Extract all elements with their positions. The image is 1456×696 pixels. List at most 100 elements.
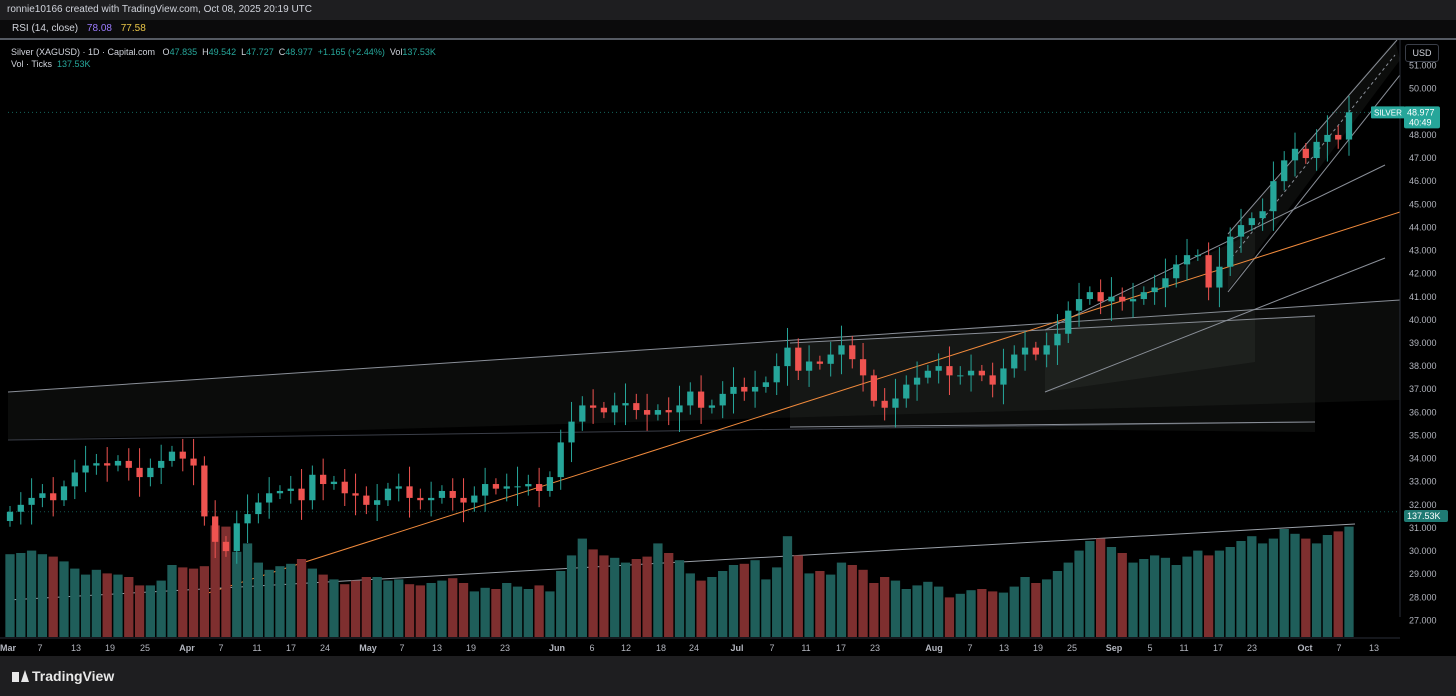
candle-body[interactable]: [611, 405, 618, 413]
candle-body[interactable]: [1227, 236, 1234, 267]
candle-body[interactable]: [967, 370, 975, 376]
candle-body[interactable]: [870, 375, 878, 401]
candle-body[interactable]: [859, 359, 867, 376]
candle-body[interactable]: [1302, 148, 1309, 159]
candle-body[interactable]: [449, 490, 456, 498]
candle-body[interactable]: [428, 497, 435, 501]
candle-body[interactable]: [957, 375, 964, 377]
candle-body[interactable]: [341, 481, 348, 494]
candle-body[interactable]: [751, 386, 759, 392]
candle-body[interactable]: [1259, 211, 1266, 219]
candle-body[interactable]: [82, 465, 89, 473]
candle-body[interactable]: [654, 410, 662, 415]
candle-body[interactable]: [665, 410, 672, 413]
candle-body[interactable]: [1291, 148, 1299, 161]
candle-body[interactable]: [978, 370, 985, 376]
candle-body[interactable]: [535, 484, 543, 491]
candle-body[interactable]: [741, 386, 748, 392]
candle-body[interactable]: [1021, 347, 1029, 355]
candle-body[interactable]: [330, 481, 338, 485]
price-chart[interactable]: 27.000 28.000 29.000 30.000 31.000 32.000 33.0…: [0, 40, 1456, 656]
candle-body[interactable]: [1097, 292, 1104, 302]
candle-body[interactable]: [481, 484, 489, 496]
candle-body[interactable]: [546, 477, 554, 491]
candle-body[interactable]: [1043, 345, 1050, 355]
candle-body[interactable]: [633, 403, 640, 411]
candle-body[interactable]: [784, 347, 791, 367]
candle-body[interactable]: [222, 541, 230, 552]
candle-body[interactable]: [1129, 299, 1137, 302]
candle-body[interactable]: [697, 391, 705, 408]
candle-body[interactable]: [190, 458, 197, 466]
candle-body[interactable]: [104, 463, 111, 466]
candle-body[interactable]: [1248, 218, 1255, 226]
candle-body[interactable]: [158, 460, 165, 468]
candle-body[interactable]: [233, 523, 240, 552]
candle-body[interactable]: [1237, 225, 1245, 237]
candle-body[interactable]: [1032, 347, 1039, 355]
candle-body[interactable]: [795, 347, 802, 371]
candle-body[interactable]: [1270, 181, 1277, 212]
candle-body[interactable]: [600, 407, 608, 413]
candle-body[interactable]: [579, 405, 586, 422]
candle-body[interactable]: [838, 345, 845, 355]
candle-body[interactable]: [39, 493, 46, 498]
candle-body[interactable]: [643, 410, 651, 415]
candle-body[interactable]: [514, 486, 521, 488]
candle-body[interactable]: [773, 366, 780, 383]
candle-body[interactable]: [676, 405, 683, 413]
candle-body[interactable]: [622, 403, 629, 406]
candle-body[interactable]: [125, 460, 132, 468]
candle-body[interactable]: [201, 465, 208, 517]
candle-body[interactable]: [1151, 287, 1158, 293]
candle-body[interactable]: [298, 488, 305, 501]
candle-body[interactable]: [1205, 255, 1212, 288]
candle-body[interactable]: [60, 486, 68, 501]
candle-body[interactable]: [136, 467, 143, 478]
candle-body[interactable]: [438, 490, 446, 498]
candle-body[interactable]: [276, 490, 284, 494]
pane-separator[interactable]: [0, 38, 1456, 40]
candle-body[interactable]: [168, 451, 176, 461]
candle-body[interactable]: [849, 345, 856, 360]
candle-body[interactable]: [816, 361, 824, 364]
candle-body[interactable]: [1313, 141, 1320, 159]
candle-body[interactable]: [1345, 112, 1353, 140]
candle-body[interactable]: [1216, 266, 1223, 288]
candle-body[interactable]: [17, 504, 24, 512]
candle-body[interactable]: [1173, 264, 1180, 279]
candle-body[interactable]: [1324, 134, 1331, 142]
candle-body[interactable]: [1281, 160, 1288, 182]
rsi-pane-header[interactable]: RSI (14, close) 78.08 77.58: [0, 20, 1456, 39]
candle-body[interactable]: [1065, 310, 1072, 334]
candle-body[interactable]: [989, 375, 996, 385]
candle-body[interactable]: [1194, 255, 1201, 257]
candle-body[interactable]: [114, 460, 122, 466]
candle-body[interactable]: [719, 393, 726, 406]
candle-body[interactable]: [1108, 296, 1115, 302]
candle-body[interactable]: [352, 493, 359, 496]
candle-body[interactable]: [1054, 333, 1061, 346]
candle-body[interactable]: [244, 514, 251, 524]
candle-body[interactable]: [503, 486, 510, 489]
candle-body[interactable]: [1011, 354, 1018, 369]
candle-body[interactable]: [212, 516, 219, 542]
candle-body[interactable]: [687, 391, 694, 406]
candle-body[interactable]: [363, 495, 370, 505]
candle-body[interactable]: [266, 493, 273, 503]
candle-body[interactable]: [384, 488, 392, 501]
candle-body[interactable]: [805, 361, 813, 371]
candle-body[interactable]: [255, 502, 262, 515]
candle-body[interactable]: [1086, 292, 1093, 300]
candle-body[interactable]: [913, 377, 921, 385]
candle-body[interactable]: [1140, 292, 1147, 300]
candle-body[interactable]: [903, 384, 910, 399]
candle-body[interactable]: [374, 500, 381, 505]
tradingview-logo[interactable]: TradingView: [12, 668, 114, 684]
candle-body[interactable]: [417, 497, 424, 501]
candle-body[interactable]: [287, 488, 294, 491]
candle-body[interactable]: [568, 421, 575, 443]
candle-body[interactable]: [557, 442, 564, 478]
candle-body[interactable]: [395, 486, 402, 489]
candle-body[interactable]: [179, 451, 186, 459]
